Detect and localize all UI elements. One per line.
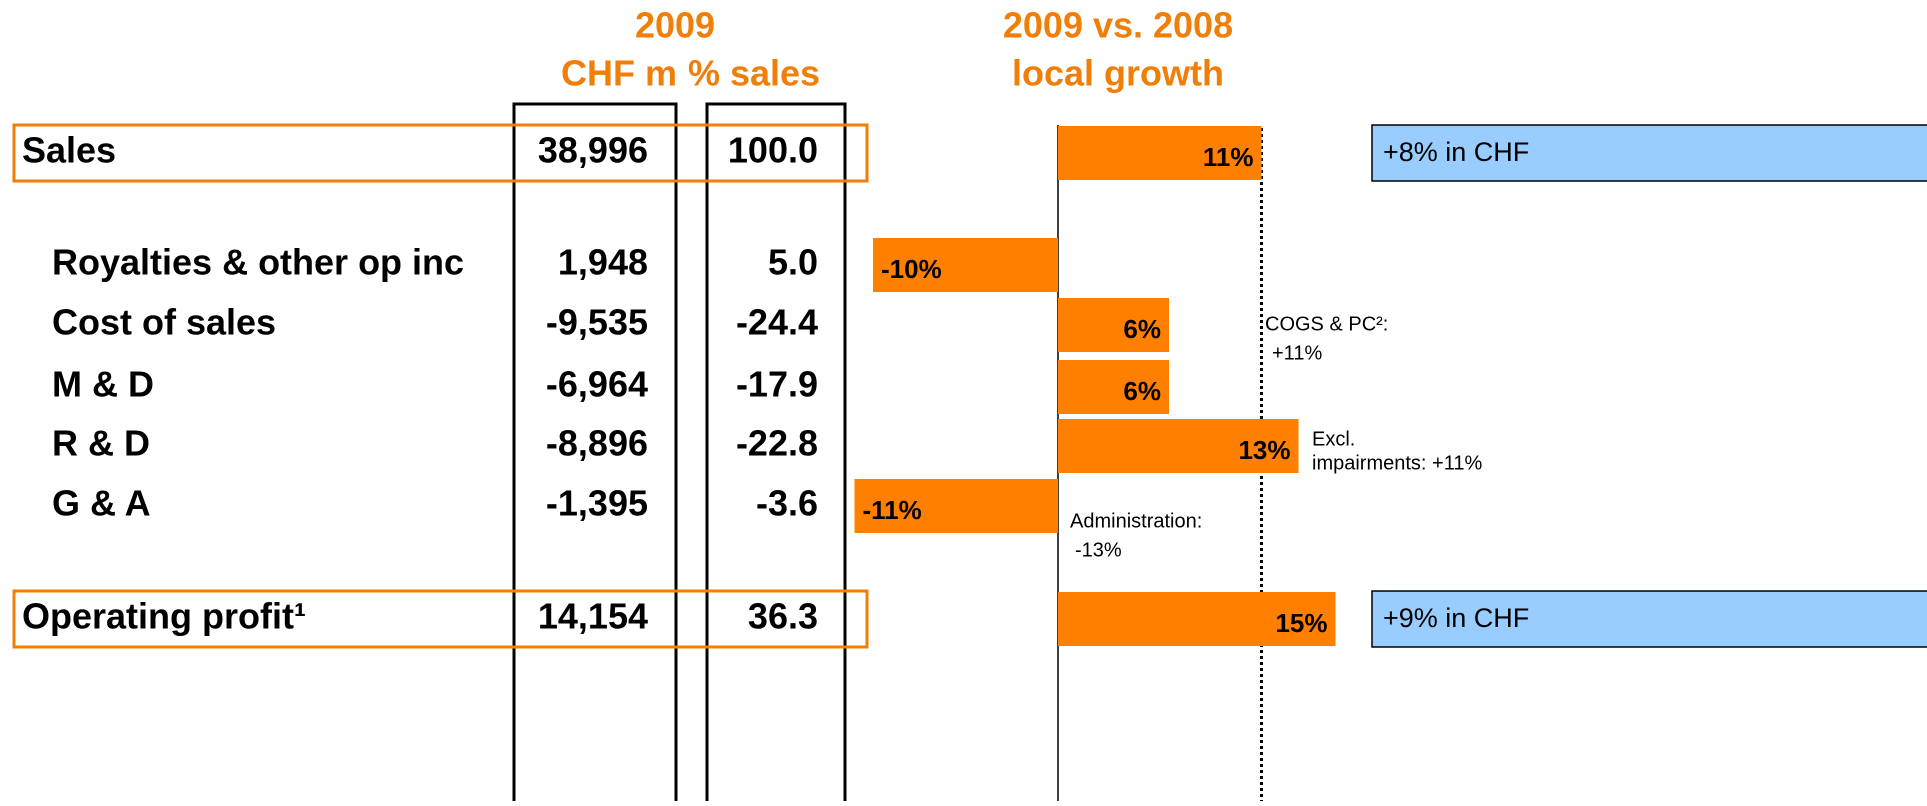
annotation: impairments: +11% [1312,452,1482,474]
bar-label: 6% [1123,376,1161,406]
bar-label: 6% [1123,314,1161,344]
growth-bar [854,479,1058,533]
highlight-box [12,123,869,183]
annotation: +11% [1272,342,1322,364]
growth-bar [1058,419,1299,473]
row-label: Operating profit¹ [22,596,306,637]
chf-column-box [512,102,678,806]
annotation: Excl. [1312,428,1355,450]
chf-value: -8,896 [546,423,648,464]
chf-value: 38,996 [538,130,648,171]
highlight-box [12,589,869,649]
growth-bar [873,238,1058,292]
pct-value: -17.9 [736,364,818,405]
bar-label: 11% [1203,142,1254,172]
row-label: Cost of sales [52,302,276,343]
row-label: M & D [52,364,154,405]
pct-value: 5.0 [768,242,818,283]
header-year: 2009 [635,5,715,46]
bar-label: -10% [881,254,942,284]
row-label: R & D [52,423,150,464]
pct-value: 36.3 [748,596,818,637]
header-pct: % sales [688,53,820,94]
pct-column-box [705,102,847,806]
pct-value: -3.6 [756,483,818,524]
growth-bar [1058,592,1336,646]
chf-value: -6,964 [546,364,648,405]
row-label: Sales [22,130,116,171]
chf-value: 1,948 [558,242,648,283]
annotation: -13% [1075,539,1122,561]
row-label: Royalties & other op inc [52,242,464,283]
bar-label: 13% [1238,435,1290,465]
header-growth-sub: local growth [1012,53,1224,94]
chf-value: -1,395 [546,483,648,524]
pct-value: 100.0 [728,130,818,171]
growth-bar [1058,126,1262,180]
chf-value: -9,535 [546,302,648,343]
annotation: Administration: [1070,510,1202,532]
header-chf: CHF m [561,53,677,94]
annotation: COGS & PC²: [1265,313,1388,335]
pct-value: -22.8 [736,423,818,464]
chf-note: +9% in CHF [1383,603,1529,633]
header-growth: 2009 vs. 2008 [1003,5,1233,46]
chf-note-box [1371,590,1927,648]
chf-value: 14,154 [538,596,648,637]
chf-note: +8% in CHF [1383,137,1529,167]
pct-value: -24.4 [736,302,818,343]
growth-bar [1058,360,1169,414]
bar-label: 15% [1275,608,1327,638]
chf-note-box [1371,124,1927,182]
bar-label: -11% [863,495,922,525]
row-label: G & A [52,483,151,524]
growth-bar [1058,298,1169,352]
